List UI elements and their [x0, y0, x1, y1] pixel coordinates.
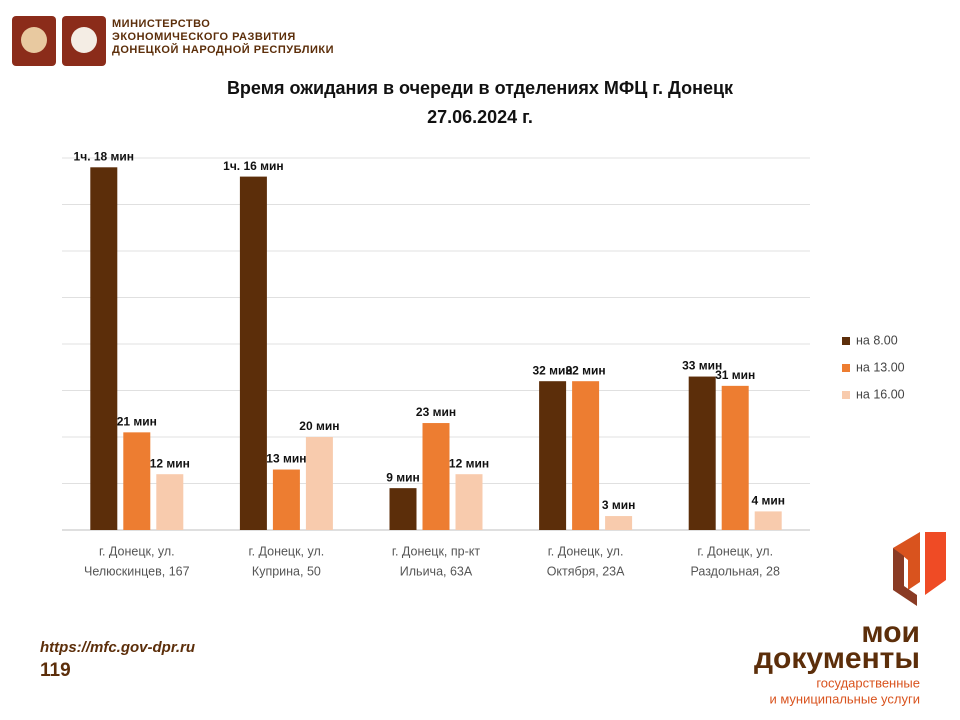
bar — [572, 381, 600, 530]
emblem-mark — [71, 27, 97, 53]
data-label: 9 мин — [386, 470, 420, 484]
bar — [90, 167, 118, 531]
bar — [123, 432, 151, 530]
x-tick-label: г. Донецк, пр-кт — [392, 544, 480, 558]
data-label: 1ч. 16 мин — [223, 159, 284, 173]
data-label: 32 мин — [533, 363, 573, 377]
x-tick-label: Раздольная, 28 — [690, 564, 779, 578]
legend-swatch — [842, 364, 850, 372]
chart-title: 27.06.2024 г. — [427, 107, 533, 127]
bar — [455, 474, 483, 530]
bar — [754, 511, 782, 530]
bar — [239, 176, 267, 530]
bar — [721, 385, 749, 530]
data-label: 33 мин — [682, 359, 722, 373]
legend-swatch — [842, 337, 850, 345]
legend-label: на 16.00 — [856, 387, 905, 401]
bar — [156, 474, 184, 530]
data-label: 21 мин — [117, 415, 157, 429]
legend-label: на 8.00 — [856, 333, 898, 347]
emblem-mark — [21, 27, 47, 53]
data-label: 20 мин — [299, 419, 339, 433]
bar — [539, 381, 567, 530]
logo-mark — [925, 532, 946, 595]
x-tick-label: г. Донецк, ул. — [99, 544, 175, 558]
page-number: 119 — [40, 660, 71, 681]
bar — [605, 516, 633, 530]
logo-mark — [893, 532, 920, 590]
chart-title: Время ожидания в очереди в отделениях МФ… — [227, 78, 734, 98]
bar — [272, 469, 300, 530]
data-label: 32 мин — [566, 363, 606, 377]
logo-brand: мои — [861, 616, 920, 649]
x-tick-label: г. Донецк, ул. — [697, 544, 773, 558]
data-label: 12 мин — [150, 456, 190, 470]
bar — [422, 423, 450, 530]
logo-mark — [893, 548, 917, 606]
bar — [305, 437, 333, 530]
logo-brand: документы — [754, 642, 920, 675]
url: https://mfc.gov-dpr.ru — [40, 639, 195, 656]
data-label: 3 мин — [602, 498, 636, 512]
logo-tagline: и муниципальные услуги — [769, 691, 920, 706]
x-tick-label: Куприна, 50 — [252, 564, 321, 578]
data-label: 23 мин — [416, 405, 456, 419]
header-line: ДОНЕЦКОЙ НАРОДНОЙ РЕСПУБЛИКИ — [112, 43, 334, 56]
header-line: МИНИСТЕРСТВО — [112, 18, 210, 30]
data-label: 1ч. 18 мин — [74, 149, 135, 163]
x-tick-label: Челюскинцев, 167 — [84, 564, 190, 578]
legend-swatch — [842, 391, 850, 399]
bar — [688, 376, 716, 530]
header-line: ЭКОНОМИЧЕСКОГО РАЗВИТИЯ — [112, 31, 296, 43]
data-label: 12 мин — [449, 456, 489, 470]
x-tick-label: Ильича, 63А — [400, 564, 473, 578]
x-tick-label: г. Донецк, ул. — [548, 544, 624, 558]
data-label: 31 мин — [715, 368, 755, 382]
data-label: 13 мин — [266, 452, 306, 466]
legend-label: на 13.00 — [856, 360, 905, 374]
bar — [389, 488, 417, 530]
x-tick-label: Октября, 23А — [547, 564, 625, 578]
chart: г. Донецк, ул. Челюскинцев, 167 1ч. 18 мин… — [62, 149, 905, 578]
x-tick-label: г. Донецк, ул. — [249, 544, 325, 558]
data-label: 4 мин — [751, 494, 785, 508]
logo-tagline: государственные — [816, 675, 920, 690]
